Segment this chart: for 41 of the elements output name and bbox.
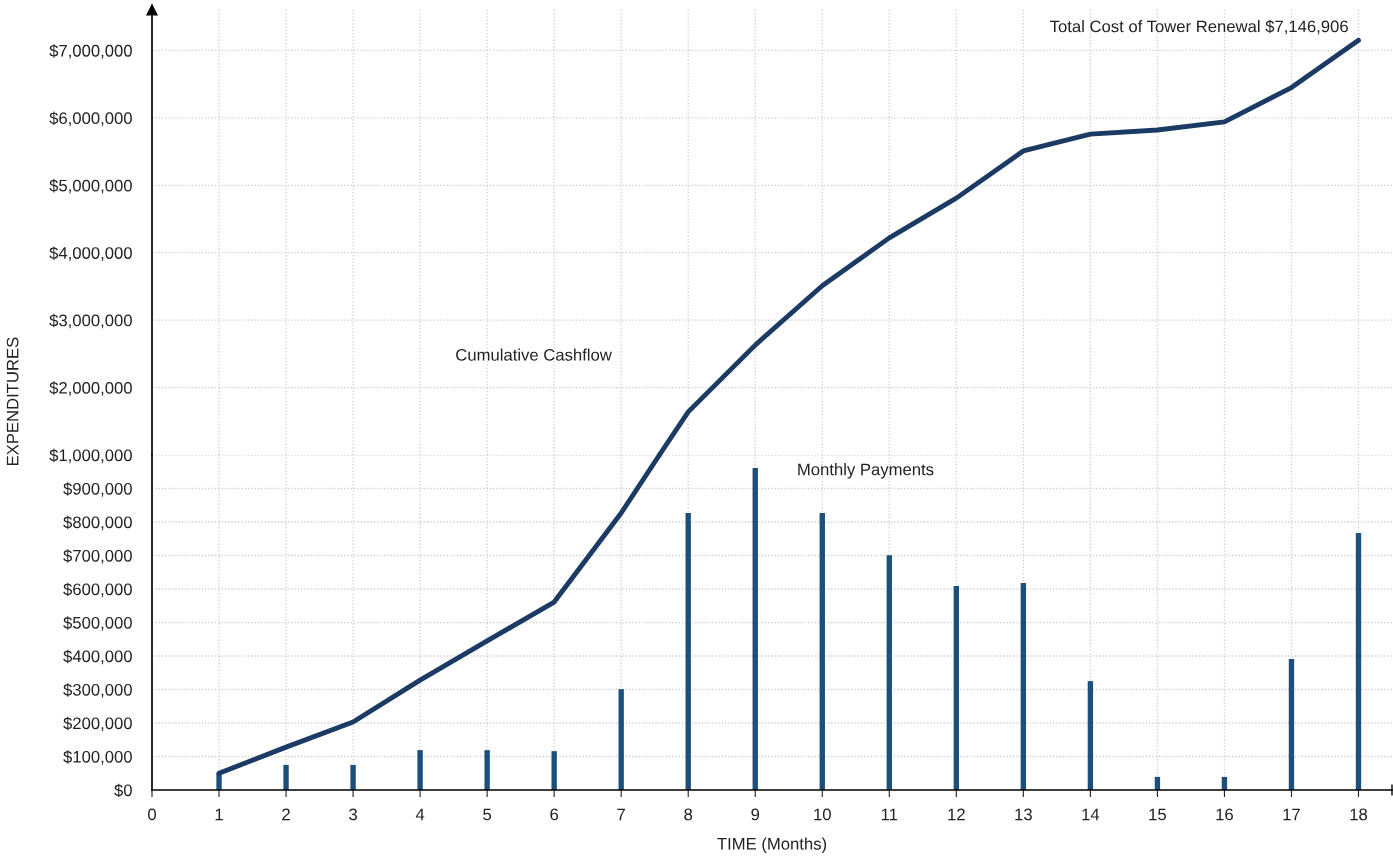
text: Cumulative Cashflow <box>456 348 612 361</box>
x-tick-label: 3 <box>349 808 357 821</box>
x-tick-label: 9 <box>751 808 760 821</box>
x-tick-label: 8 <box>684 808 693 821</box>
y-tick-label: $2,000,000 <box>49 381 132 396</box>
y-axis-title: EXPENDITURES <box>6 337 19 466</box>
y-tick-label: $900,000 <box>63 482 132 497</box>
x-tick-label: 12 <box>948 808 965 821</box>
y-tick-label: $600,000 <box>63 582 132 598</box>
x-tick-label: 1 <box>215 808 223 821</box>
y-tick-label: $6,000,000 <box>49 111 132 127</box>
y-tick-label: $100,000 <box>63 750 132 765</box>
y-tick-label: $0 <box>114 783 132 798</box>
y-tick-label: $3,000,000 <box>49 313 132 329</box>
y-tick-label: $300,000 <box>63 683 132 698</box>
x-tick-label: 17 <box>1283 808 1300 821</box>
x-tick-label: 15 <box>1149 808 1166 821</box>
y-tick-label: $800,000 <box>63 515 132 531</box>
y-tick-label: $1,000,000 <box>49 448 132 464</box>
x-axis-title: TIME (Months) <box>717 837 827 854</box>
x-tick-label: 11 <box>881 808 898 821</box>
y-tick-label: $200,000 <box>63 716 132 732</box>
x-tick-label: 14 <box>1082 808 1100 821</box>
y-tick-label: $5,000,000 <box>49 179 132 194</box>
y-tick-label: $400,000 <box>63 649 132 665</box>
text: Monthly Payments <box>798 463 934 479</box>
y-tick-label: $700,000 <box>63 549 132 564</box>
x-tick-label: 5 <box>483 808 492 821</box>
x-tick-label: 16 <box>1216 808 1233 821</box>
x-tick-label: 13 <box>1015 808 1032 821</box>
y-tick-label: $7,000,000 <box>49 44 132 59</box>
x-tick-label: 4 <box>415 808 425 821</box>
annotation: Total Cost of Tower Renewal $7,146,906 <box>1050 19 1348 35</box>
x-tick-label: 10 <box>814 808 831 821</box>
x-tick-label: 2 <box>282 808 290 821</box>
x-tick-label: 18 <box>1350 808 1368 821</box>
y-tick-label: $4,000,000 <box>49 246 132 261</box>
x-tick-label: 0 <box>148 808 156 821</box>
x-tick-label: 7 <box>617 808 625 821</box>
y-tick-label: $500,000 <box>63 616 132 631</box>
x-tick-label: 6 <box>550 808 559 821</box>
